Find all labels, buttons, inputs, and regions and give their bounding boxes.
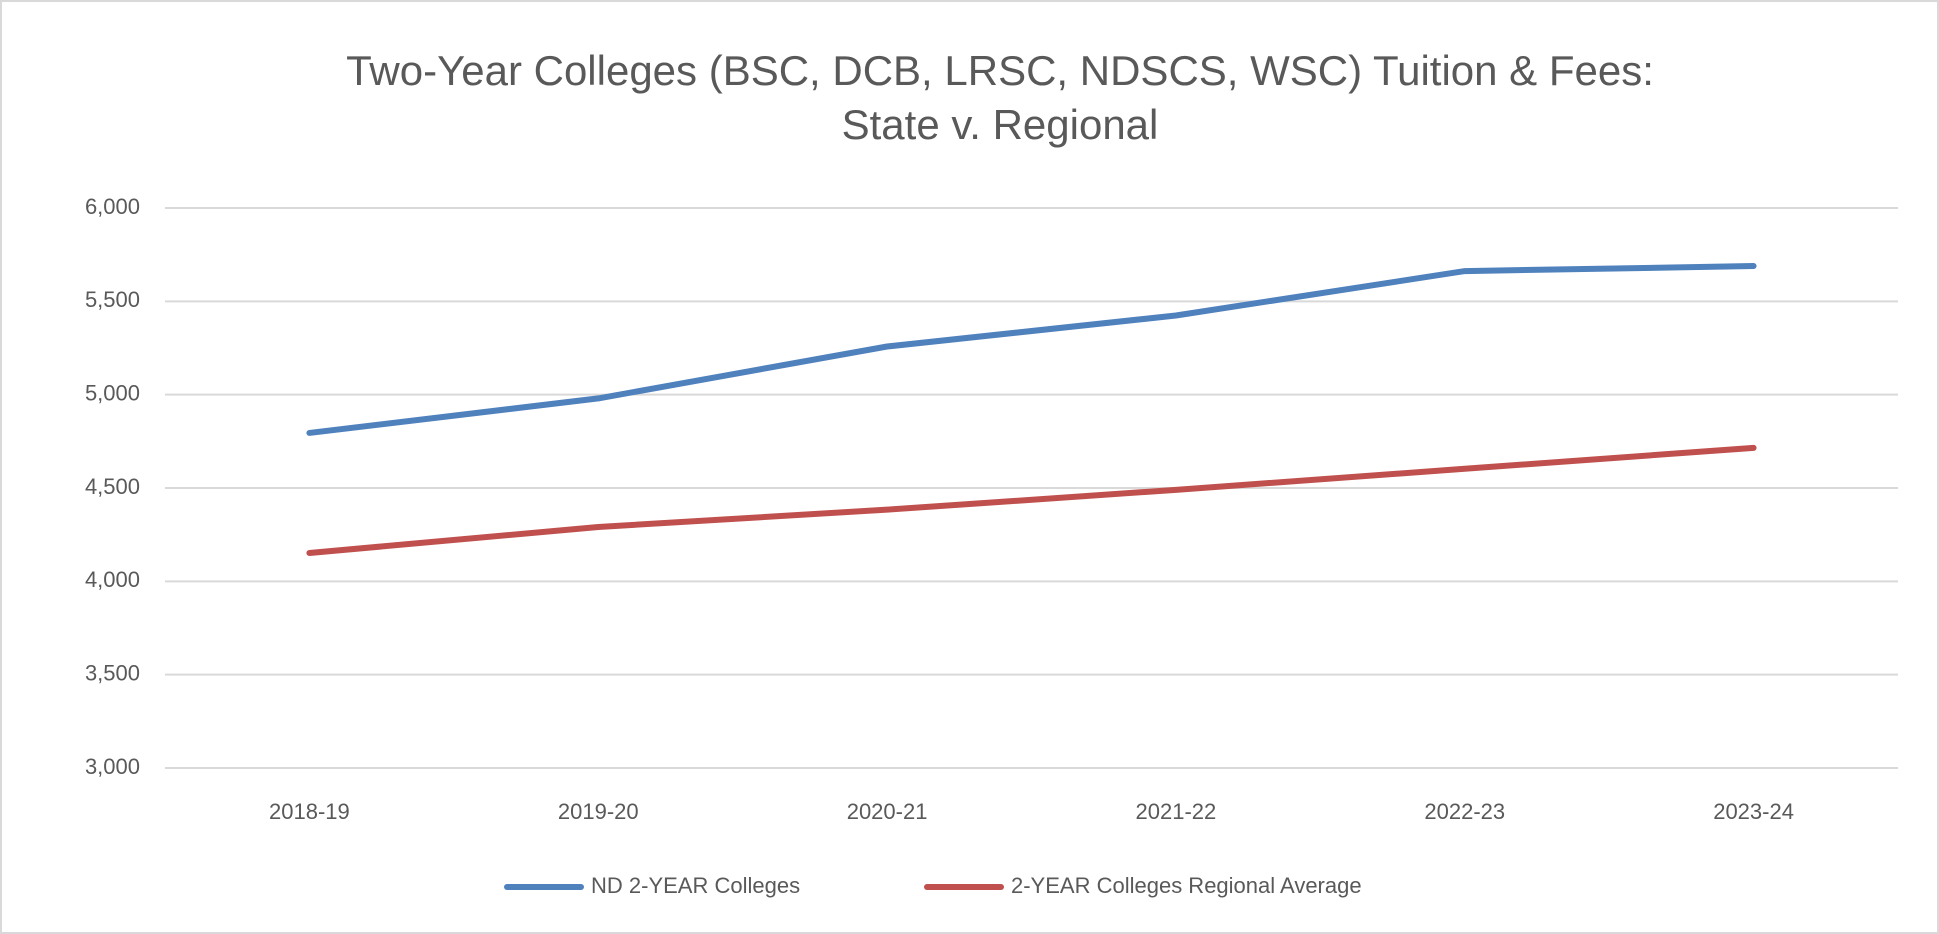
legend-label: ND 2-YEAR Colleges [591, 873, 800, 898]
y-tick-label: 3,000 [85, 754, 140, 779]
y-tick-label: 4,500 [85, 474, 140, 499]
y-tick-label: 6,000 [85, 194, 140, 219]
y-tick-label: 5,000 [85, 380, 140, 405]
legend-label: 2-YEAR Colleges Regional Average [1011, 873, 1362, 898]
chart-title: State v. Regional [842, 101, 1159, 148]
x-tick-label: 2020-21 [847, 799, 928, 824]
x-tick-label: 2019-20 [558, 799, 639, 824]
chart-title: Two-Year Colleges (BSC, DCB, LRSC, NDSCS… [346, 47, 1654, 94]
y-tick-label: 5,500 [85, 287, 140, 312]
x-tick-label: 2022-23 [1424, 799, 1505, 824]
x-tick-label: 2018-19 [269, 799, 350, 824]
y-tick-label: 4,000 [85, 567, 140, 592]
x-tick-label: 2023-24 [1713, 799, 1794, 824]
x-tick-label: 2021-22 [1136, 799, 1217, 824]
series-line [306, 444, 1757, 556]
y-tick-label: 3,500 [85, 660, 140, 685]
series-line [306, 263, 1757, 436]
